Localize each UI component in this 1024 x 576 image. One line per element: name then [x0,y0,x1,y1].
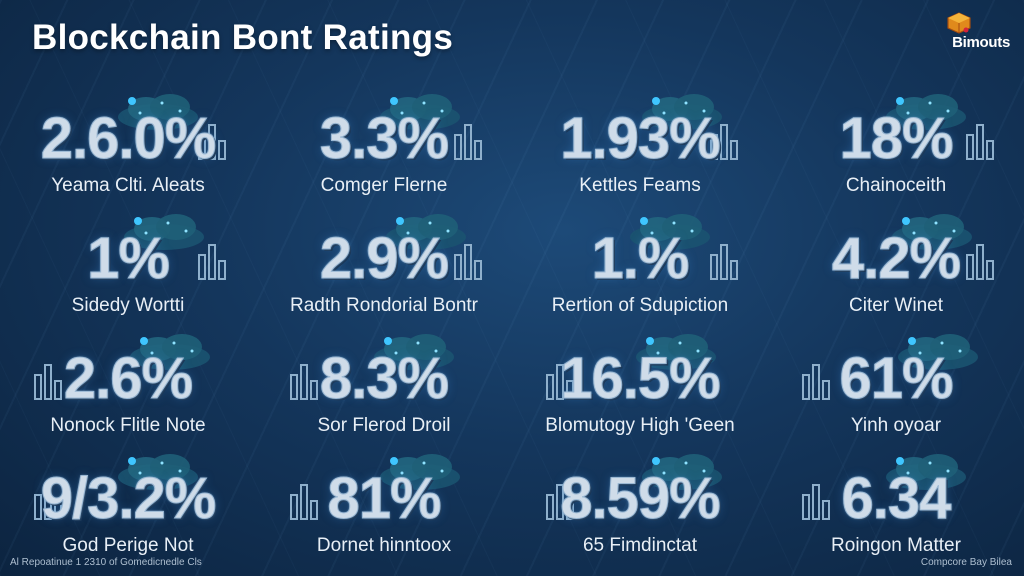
rating-value: 6.34 [841,466,952,532]
network-cloud-icon [892,214,972,250]
network-cloud-icon [380,454,460,490]
rating-label: Sidedy Wortti [71,295,185,316]
bar-chart-icon [710,244,738,280]
network-cloud-icon [124,214,204,250]
rating-tile: 9/3.2% God Perige Not [0,445,256,565]
network-cloud-icon [642,454,722,490]
bar-chart-icon [966,124,994,160]
rating-value: 2.6% [63,346,193,412]
page-title: Blockchain Bont Ratings [32,18,454,57]
rating-label: Kettles Feams [579,175,701,196]
bar-chart-icon [198,124,226,160]
bar-chart-icon [802,484,830,520]
rating-tile: 6.34 Roingon Matter [768,445,1024,565]
rating-value: 1.% [591,226,690,292]
bar-chart-icon [966,244,994,280]
rating-label: Dornet hinntoox [316,535,452,556]
rating-tile: 81% Dornet hinntoox [256,445,512,565]
bar-chart-icon [546,364,574,400]
footer-credit: Compcore Bay Bilea [920,557,1012,568]
rating-tile: 3.3% Comger Flerne [256,85,512,205]
bar-chart-icon [290,484,318,520]
rating-value: 1% [87,226,171,292]
rating-value: 4.2% [831,226,961,292]
brand-logo: Bimouts [910,12,1010,62]
rating-label: Sor Flerod Droil [317,415,451,436]
brand-name: Bimouts [952,34,1010,51]
network-cloud-icon [386,214,466,250]
rating-tile: 1.% Rertion of Sdupiction [512,205,768,325]
network-cloud-icon [118,94,198,130]
rating-label: Yinh oyoar [850,415,942,436]
rating-tile: 18% Chainoceith [768,85,1024,205]
rating-tile: 4.2% Citer Winet [768,205,1024,325]
rating-label: Yeama Clti. Aleats [51,175,205,196]
rating-value: 9/3.2% [40,466,217,532]
rating-label: God Perige Not [62,535,194,556]
cube-icon [947,12,971,34]
rating-label: Blomutogy High 'Geen [545,415,735,436]
rating-value: 1.93% [560,106,721,172]
rating-tile: 8.3% Sor Flerod Droil [256,325,512,445]
rating-tile: 16.5% Blomutogy High 'Geen [512,325,768,445]
rating-value: 2.6.0% [40,106,217,172]
rating-label: Nonock Flitle Note [50,415,206,436]
rating-tile: 1.93% Kettles Feams [512,85,768,205]
network-cloud-icon [636,334,716,370]
rating-label: Chainoceith [845,175,947,196]
network-cloud-icon [886,94,966,130]
rating-label: Roingon Matter [831,535,961,556]
rating-value: 2.9% [319,226,449,292]
bar-chart-icon [454,244,482,280]
rating-label: 65 Fimdinctat [582,535,698,556]
bar-chart-icon [198,244,226,280]
rating-value: 61% [839,346,954,412]
network-cloud-icon [886,454,966,490]
network-cloud-icon [898,334,978,370]
network-cloud-icon [630,214,710,250]
bar-chart-icon [454,124,482,160]
rating-tile: 61% Yinh oyoar [768,325,1024,445]
rating-tile: 2.6.0% Yeama Clti. Aleats [0,85,256,205]
bar-chart-icon [802,364,830,400]
rating-tile: 8.59% 65 Fimdinctat [512,445,768,565]
footer-note: Al Repoatinue 1 2310 of Gomedicnedle Cls [10,557,202,568]
bar-chart-icon [34,484,62,520]
rating-value: 18% [839,106,954,172]
network-cloud-icon [130,334,210,370]
rating-tile: 1% Sidedy Wortti [0,205,256,325]
network-cloud-icon [642,94,722,130]
rating-value: 3.3% [319,106,449,172]
rating-label: Rertion of Sdupiction [551,295,729,316]
rating-tile: 2.6% Nonock Flitle Note [0,325,256,445]
rating-label: Comger Flerne [320,175,448,196]
rating-value: 16.5% [560,346,721,412]
bar-chart-icon [34,364,62,400]
bar-chart-icon [546,484,574,520]
rating-label: Radth Rondorial Bontr [290,295,478,316]
rating-tile: 2.9% Radth Rondorial Bontr [256,205,512,325]
rating-value: 8.3% [319,346,449,412]
bar-chart-icon [290,364,318,400]
network-cloud-icon [380,94,460,130]
network-cloud-icon [118,454,198,490]
rating-value: 8.59% [560,466,721,532]
network-cloud-icon [374,334,454,370]
rating-value: 81% [327,466,442,532]
rating-label: Citer Winet [849,295,943,316]
bar-chart-icon [710,124,738,160]
